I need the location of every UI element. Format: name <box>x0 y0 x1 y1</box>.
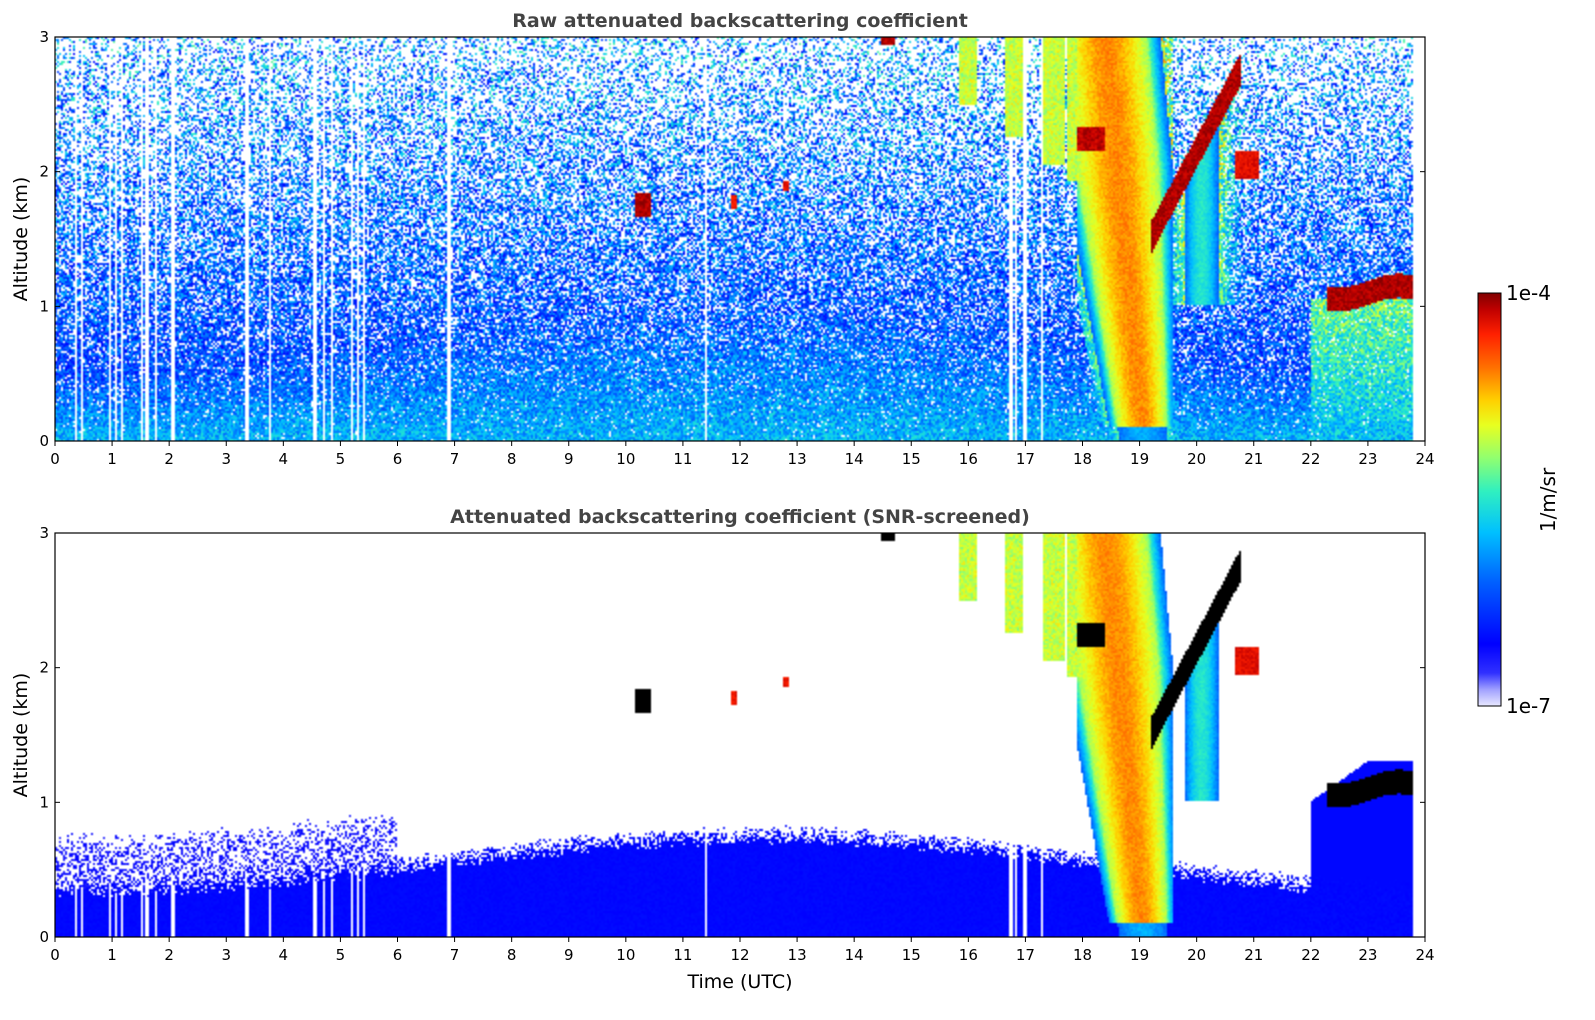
x-tick-label: 23 <box>1358 450 1377 468</box>
x-tick-label: 15 <box>902 450 921 468</box>
x-tick-label: 17 <box>1016 450 1035 468</box>
x-tick-label: 5 <box>336 946 346 964</box>
x-tick-label: 20 <box>1187 450 1206 468</box>
panel-screened: Attenuated backscattering coefficient (S… <box>10 506 1435 993</box>
x-tick-label: 7 <box>450 946 460 964</box>
x-tick-label: 6 <box>393 946 403 964</box>
y-axis-label: Altitude (km) <box>10 177 32 302</box>
x-tick-label: 20 <box>1187 946 1206 964</box>
y-tick-label: 2 <box>39 163 49 181</box>
x-tick-label: 10 <box>616 946 635 964</box>
y-tick-label: 1 <box>39 297 49 315</box>
x-tick-label: 8 <box>507 946 517 964</box>
x-tick-label: 1 <box>107 946 117 964</box>
colorbar-unit-label: 1/m/sr <box>1536 467 1560 532</box>
x-axis: 0 1 2 3 4 5 6 7 8 9 10 11 12 13 14 15 16 17 18 19 20 21 22 23 24 <box>50 937 1435 964</box>
x-tick-label: 8 <box>507 450 517 468</box>
x-tick-label: 19 <box>1130 450 1149 468</box>
screened-backscatter-image <box>55 533 1425 937</box>
x-tick-label: 16 <box>959 946 978 964</box>
x-tick-label: 14 <box>845 450 864 468</box>
x-axis: 0 1 2 3 4 5 6 7 8 9 10 11 12 13 14 15 16 17 18 19 20 21 22 23 24 <box>50 441 1435 468</box>
colorbar-max-label: 1e-4 <box>1506 281 1551 305</box>
x-tick-label: 23 <box>1358 946 1377 964</box>
x-tick-label: 6 <box>393 450 403 468</box>
x-tick-label: 12 <box>730 450 749 468</box>
y-tick-label: 1 <box>39 793 49 811</box>
y-axis: 0 1 2 3 <box>39 28 1425 450</box>
x-tick-label: 21 <box>1244 450 1263 468</box>
x-tick-label: 22 <box>1301 946 1320 964</box>
raw-backscatter-image <box>55 37 1425 441</box>
panel-title: Raw attenuated backscattering coefficien… <box>512 10 968 32</box>
x-tick-label: 7 <box>450 450 460 468</box>
screened-heatmap <box>55 533 1425 937</box>
x-tick-label: 2 <box>164 946 174 964</box>
x-tick-label: 0 <box>50 450 60 468</box>
x-axis-label: Time (UTC) <box>686 971 792 993</box>
x-tick-label: 4 <box>279 946 289 964</box>
y-axis-label: Altitude (km) <box>10 673 32 798</box>
x-tick-label: 18 <box>1073 946 1092 964</box>
colorbar: 1e-4 1e-7 1/m/sr <box>1477 281 1560 718</box>
x-tick-label: 18 <box>1073 450 1092 468</box>
x-tick-label: 22 <box>1301 450 1320 468</box>
x-tick-label: 1 <box>107 450 117 468</box>
panel-raw: Raw attenuated backscattering coefficien… <box>10 10 1435 468</box>
y-axis: 0 1 2 3 <box>39 524 1425 946</box>
x-tick-label: 11 <box>673 946 692 964</box>
x-tick-label: 2 <box>164 450 174 468</box>
x-tick-label: 9 <box>564 946 574 964</box>
x-tick-label: 14 <box>845 946 864 964</box>
colorbar-min-label: 1e-7 <box>1506 694 1551 718</box>
x-tick-label: 13 <box>788 450 807 468</box>
x-tick-label: 13 <box>788 946 807 964</box>
x-tick-label: 17 <box>1016 946 1035 964</box>
x-tick-label: 16 <box>959 450 978 468</box>
y-tick-label: 0 <box>39 432 49 450</box>
x-tick-label: 11 <box>673 450 692 468</box>
x-tick-label: 3 <box>221 946 231 964</box>
y-tick-label: 0 <box>39 928 49 946</box>
x-tick-label: 15 <box>902 946 921 964</box>
x-tick-label: 0 <box>50 946 60 964</box>
x-tick-label: 3 <box>221 450 231 468</box>
x-tick-label: 5 <box>336 450 346 468</box>
x-tick-label: 21 <box>1244 946 1263 964</box>
x-tick-label: 19 <box>1130 946 1149 964</box>
raw-heatmap <box>55 37 1425 441</box>
y-tick-label: 2 <box>39 659 49 677</box>
x-tick-label: 24 <box>1415 450 1434 468</box>
x-tick-label: 10 <box>616 450 635 468</box>
panel-title: Attenuated backscattering coefficient (S… <box>450 506 1030 528</box>
x-tick-label: 24 <box>1415 946 1434 964</box>
y-tick-label: 3 <box>39 28 49 46</box>
y-tick-label: 3 <box>39 524 49 542</box>
x-tick-label: 4 <box>279 450 289 468</box>
x-tick-label: 12 <box>730 946 749 964</box>
x-tick-label: 9 <box>564 450 574 468</box>
colorbar-gradient <box>1477 292 1502 707</box>
